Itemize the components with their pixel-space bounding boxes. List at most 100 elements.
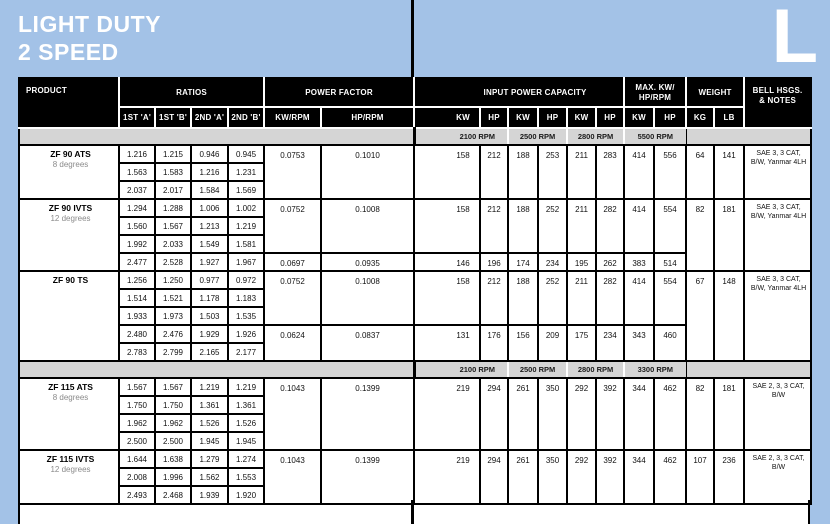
max-line2: HP/RPM — [638, 92, 672, 102]
notes-cell: SAE 3, 3 CAT, B/W, Yanmar 4LH — [743, 198, 813, 272]
ratio-cell: 1.231 — [226, 162, 266, 182]
header-divider-line — [411, 0, 414, 77]
col-header-max-kw-hp: MAX. KW/ HP/RPM — [623, 77, 688, 108]
col-header-2nd-b: 2ND 'B' — [226, 106, 266, 129]
col-header-weight: WEIGHT — [685, 77, 746, 108]
power-cell: 292 — [566, 449, 598, 505]
ratio-cell: 1.219 — [226, 216, 266, 236]
power-cell: 158 — [413, 198, 482, 254]
rpm-band-spacer — [17, 127, 416, 146]
ratio-cell: 1.288 — [154, 198, 192, 218]
col-header-product: PRODUCT — [18, 77, 120, 129]
ratio-cell: 1.581 — [226, 234, 266, 254]
power-factor-kw-cell: 0.0624 — [263, 324, 323, 362]
max-power-cell: 554 — [653, 198, 688, 254]
power-cell: 252 — [537, 198, 569, 254]
power-cell: 211 — [566, 144, 598, 200]
ratio-cell: 1.750 — [118, 395, 156, 415]
ratio-cell: 1.549 — [190, 234, 229, 254]
max-power-cell: 514 — [653, 252, 688, 272]
notes-cell: SAE 3, 3 CAT, B/W, Yanmar 4LH — [743, 270, 813, 362]
ratio-cell: 1.644 — [118, 449, 156, 469]
weight-lb-cell: 148 — [713, 270, 746, 362]
weight-kg-cell: 82 — [685, 198, 716, 272]
power-factor-kw-cell: 0.1043 — [263, 377, 323, 451]
col-header-hp-2100: HP — [479, 106, 510, 129]
ratio-cell: 2.033 — [154, 234, 192, 254]
weight-kg-cell: 67 — [685, 270, 716, 362]
ratio-cell: 1.216 — [190, 162, 229, 182]
ratio-cell: 1.216 — [118, 144, 156, 164]
rpm-band-middle: 2100 RPM 2500 RPM 2800 RPM 3300 RPM — [17, 360, 813, 379]
product-name: ZF 90 TS — [52, 275, 89, 285]
max-power-cell: 462 — [653, 449, 688, 505]
max-power-cell: 383 — [623, 252, 656, 272]
ratio-cell: 1.945 — [190, 431, 229, 451]
power-cell: 234 — [537, 252, 569, 272]
col-header-ratios: RATIOS — [117, 77, 266, 108]
ratio-cell: 1.560 — [118, 216, 156, 236]
ratio-cell: 1.002 — [226, 198, 266, 218]
ratio-cell: 1.215 — [154, 144, 192, 164]
ratio-cell: 1.929 — [190, 324, 229, 344]
col-header-lb: LB — [713, 106, 746, 129]
product-name: ZF 115 ATS — [48, 382, 93, 392]
power-cell: 282 — [595, 198, 626, 254]
power-cell: 294 — [479, 377, 510, 451]
ratio-cell: 1.567 — [154, 216, 192, 236]
col-header-hp-2800: HP — [595, 106, 626, 129]
col-header-hp-2500: HP — [537, 106, 569, 129]
power-factor-kw-cell: 0.0752 — [263, 198, 323, 254]
rpm-label: 5500 RPM — [623, 127, 687, 146]
max-power-cell: 344 — [623, 449, 656, 505]
max-power-cell: 414 — [623, 144, 656, 200]
power-factor-hp-cell: 0.1399 — [320, 377, 416, 451]
ratio-cell: 2.165 — [190, 342, 229, 362]
product-cell: ZF 115 IVTS 12 degrees — [18, 449, 120, 505]
col-header-max-hp: HP — [653, 106, 688, 129]
ratio-cell: 1.562 — [190, 467, 229, 487]
ratio-cell: 1.553 — [226, 467, 266, 487]
power-cell: 158 — [413, 270, 482, 326]
bell-line1: BELL HSGS. — [752, 86, 803, 95]
ratio-cell: 1.962 — [154, 413, 192, 433]
rpm-label: 2800 RPM — [566, 127, 626, 146]
ratio-cell: 2.799 — [154, 342, 192, 362]
product-name: ZF 90 ATS — [50, 149, 91, 159]
ratio-cell: 1.992 — [118, 234, 156, 254]
col-header-bell-notes: BELL HSGS. & NOTES — [743, 77, 813, 129]
power-cell: 209 — [537, 324, 569, 362]
ratio-cell: 1.213 — [190, 216, 229, 236]
ratio-cell: 0.945 — [226, 144, 266, 164]
power-cell: 131 — [413, 324, 482, 362]
max-power-cell: 343 — [623, 324, 656, 362]
product-subtitle: 8 degrees — [52, 160, 89, 169]
power-cell: 253 — [537, 144, 569, 200]
power-cell: 283 — [595, 144, 626, 200]
ratio-cell: 1.920 — [226, 485, 266, 505]
ratio-cell: 1.567 — [154, 377, 192, 397]
ratio-cell: 1.279 — [190, 449, 229, 469]
ratio-cell: 1.503 — [190, 306, 229, 326]
max-power-cell: 414 — [623, 198, 656, 254]
col-header-input-power: INPUT POWER CAPACITY — [413, 77, 626, 108]
notes-cell: SAE 2, 3, 3 CAT, B/W — [743, 377, 813, 451]
section-letter: L — [771, 0, 818, 79]
ratio-cell: 1.183 — [226, 288, 266, 308]
max-power-cell: 344 — [623, 377, 656, 451]
power-factor-hp-cell: 0.1008 — [320, 198, 416, 254]
product-cell: ZF 115 ATS 8 degrees — [18, 377, 120, 451]
power-factor-hp-cell: 0.0935 — [320, 252, 416, 272]
ratio-cell: 1.294 — [118, 198, 156, 218]
power-cell: 188 — [507, 270, 540, 326]
ratio-cell: 2.037 — [118, 180, 156, 200]
ratio-cell: 0.946 — [190, 144, 229, 164]
max-power-cell: 554 — [653, 270, 688, 326]
ratio-cell: 1.584 — [190, 180, 229, 200]
ratio-cell: 2.177 — [226, 342, 266, 362]
ratio-cell: 1.274 — [226, 449, 266, 469]
ratio-cell: 1.927 — [190, 252, 229, 272]
power-factor-hp-cell: 0.0837 — [320, 324, 416, 362]
rpm-label: 2100 RPM — [412, 360, 510, 379]
